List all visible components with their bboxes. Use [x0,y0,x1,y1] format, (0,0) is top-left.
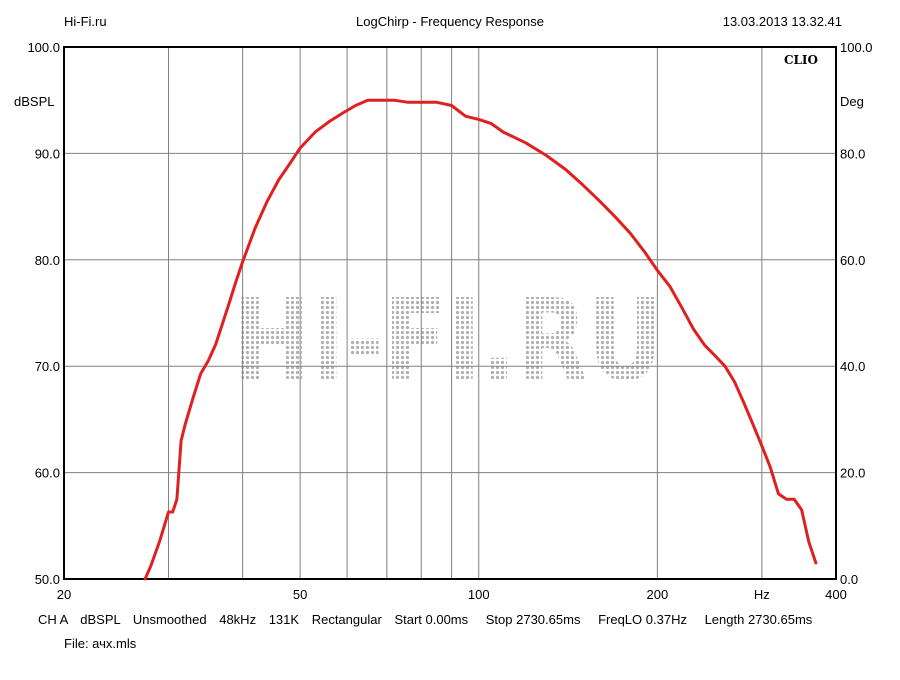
x-tick-label: 200 [647,587,669,602]
y-tick-label: 60.0 [35,466,60,481]
footer-start: Start 0.00ms [394,612,469,627]
frequency-response-line [143,98,818,581]
y-tick-label: 90.0 [35,146,60,161]
x-tick-label: 50 [293,587,307,602]
y2-tick-label: 60.0 [840,253,865,268]
footer-line: CH A dBSPL Unsmoothed 48kHz 131K Rectang… [38,612,812,627]
y-tick-label: 100.0 [27,40,60,55]
y2-tick-label: 80.0 [840,146,865,161]
x-tick-label: 400 [825,587,847,602]
footer-stop: Stop 2730.65ms [485,612,581,627]
y2-tick-label: 20.0 [840,466,865,481]
y2-tick-label: 40.0 [840,359,865,374]
plot-frame [63,46,837,580]
x-tick-label: 100 [468,587,490,602]
watermark-logo: HI-FI.RU [233,276,663,406]
x-tick-label: 20 [57,587,71,602]
footer-freqlo: FreqLO 0.37Hz [598,612,687,627]
y-tick-label: 70.0 [35,359,60,374]
y2-axis-label: Deg [840,94,864,109]
y-axis-label: dBSPL [14,94,54,109]
header-left: Hi-Fi.ru [64,14,107,29]
footer-smoothing: Unsmoothed [132,612,207,627]
chart-title: LogChirp - Frequency Response [356,14,544,29]
brand-label: CLIO [784,53,818,67]
footer-window: Rectangular [311,612,382,627]
footer-rate: 48kHz [219,612,257,627]
footer-file: File: ачх.mls [64,636,137,651]
footer-size: 131K [268,612,300,627]
footer-length: Length 2730.65ms [704,612,813,627]
y2-tick-label: 100.0 [840,40,873,55]
footer-unit: dBSPL [80,612,121,627]
header-timestamp: 13.03.2013 13.32.41 [722,14,842,29]
y-tick-label: 80.0 [35,253,60,268]
footer-channel: CH A [38,612,68,627]
y-tick-label: 50.0 [35,572,60,587]
y2-tick-label: 0.0 [840,572,858,587]
x-axis-unit-label: Hz [754,587,770,602]
